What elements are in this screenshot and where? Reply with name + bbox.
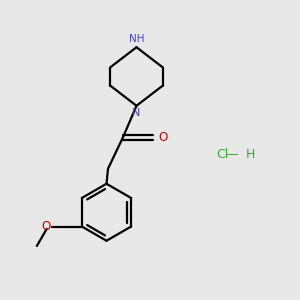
Text: N: N <box>132 108 141 118</box>
Text: O: O <box>41 220 50 233</box>
Text: Cl: Cl <box>216 148 228 161</box>
Text: —: — <box>225 148 238 161</box>
Text: O: O <box>158 131 168 144</box>
Text: NH: NH <box>129 34 144 44</box>
Text: H: H <box>246 148 255 161</box>
